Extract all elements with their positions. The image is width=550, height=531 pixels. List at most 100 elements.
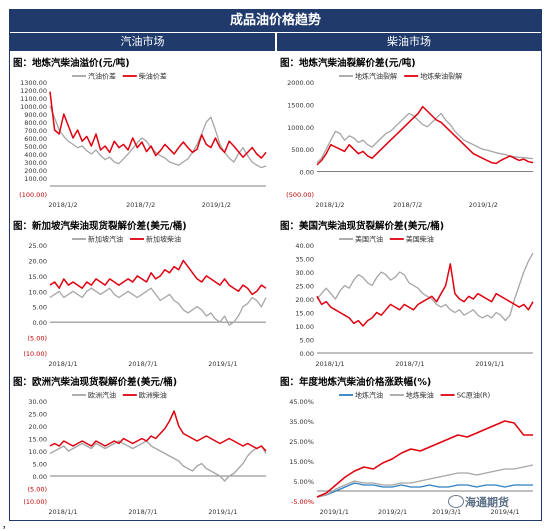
x-tick-label: 2019/4/1 — [490, 508, 519, 516]
chart-2-title: 图：地炼汽柴油裂解价差(元/吨) — [280, 58, 416, 69]
series-line-1 — [316, 112, 534, 164]
y-tick-label: 25.00 — [28, 242, 47, 250]
y-tick-label: -5.00% — [291, 498, 314, 506]
y-tick-label: 500.00 — [24, 143, 47, 151]
legend-label: SC原油(R) — [457, 391, 491, 400]
gasoline-section-header: 汽油市场 — [10, 33, 275, 51]
y-tick-label: (10.00) — [23, 350, 47, 358]
y-tick-label: (5.00) — [27, 486, 47, 494]
y-tick-label: 0.00 — [33, 473, 47, 481]
y-tick-label: 600.00 — [24, 135, 47, 143]
legend-label: 地炼柴油 — [406, 391, 434, 400]
y-tick-label: 500.00 — [291, 146, 314, 154]
y-tick-label: 1200.00 — [20, 87, 47, 95]
chart-6-title: 图：年度地炼汽柴油价格涨跌幅(%) — [280, 377, 432, 388]
chart-1: (100.00) 100.00200.00300.00400.00500.0060… — [19, 72, 267, 209]
series-line-1 — [49, 287, 267, 326]
y-tick-label: 100.00 — [24, 175, 47, 183]
y-tick-label: (100.00) — [19, 191, 47, 199]
x-tick-label: 2018/7/1 — [128, 508, 157, 516]
series-line-2 — [316, 464, 534, 498]
x-tick-label: 2019/1/2 — [469, 201, 498, 209]
y-tick-label: 1000.00 — [20, 103, 47, 111]
y-tick-label: 5.00% — [293, 478, 314, 486]
y-tick-label: (10.00) — [23, 498, 47, 506]
series-line-2 — [49, 91, 267, 159]
y-tick-label: 10.00 — [28, 448, 47, 456]
x-tick-label: 2018/1/1 — [315, 360, 344, 368]
x-tick-label: 2018/7/1 — [395, 360, 424, 368]
y-tick-label: 1500.00 — [287, 101, 314, 109]
y-tick-label: 10.00 — [295, 323, 314, 331]
y-tick-label: 20.00 — [28, 423, 47, 431]
y-tick-label: 5.00 — [33, 461, 47, 469]
chart-3: (10.00) (5.00) 0.00 5.00 10.00 15.00 20.00 25.0… — [23, 235, 267, 368]
watermark: 海通期货 — [465, 496, 509, 509]
page-title: 成品油价格趋势 — [10, 10, 541, 32]
diesel-section-header: 柴油市场 — [277, 33, 541, 51]
y-tick-label: 300.00 — [24, 159, 47, 167]
legend-label: 柴油价差 — [139, 72, 167, 81]
y-tick-label: 2000.00 — [287, 79, 314, 87]
footer-mark: ， — [2, 521, 12, 531]
x-tick-label: 2019/3/1 — [432, 508, 461, 516]
x-tick-label: 2019/1/1 — [320, 508, 349, 516]
chart-5: (10.00) (5.00) 0.00 5.00 10.00 15.00 20.00 25.0… — [23, 391, 267, 516]
wechat-icon — [448, 495, 464, 508]
legend-label: 汽油价差 — [88, 72, 116, 81]
y-tick-label: 1000.00 — [287, 124, 314, 132]
x-tick-label: 2018/1/1 — [48, 508, 77, 516]
chart-5-title: 图：欧洲汽柴油现货裂解价差(美元/桶) — [13, 377, 178, 388]
x-tick-label: 2019/1/1 — [208, 360, 237, 368]
x-tick-label: 2018/7/1 — [128, 360, 157, 368]
report-frame: 成品油价格趋势 汽油市场 柴油市场 图：地炼汽柴油溢价(元/吨) 图：地炼汽柴油… — [9, 9, 542, 521]
y-tick-label: 25.00 — [295, 283, 314, 291]
y-tick-label: 0.00 — [300, 169, 314, 177]
legend-label: 新加坡柴油 — [146, 235, 181, 244]
chart-4-title: 图：美国汽柴油现货裂解价差(美元/桶) — [280, 221, 445, 232]
y-tick-label: 10.00 — [28, 288, 47, 296]
y-tick-label: 20.00 — [28, 257, 47, 265]
y-tick-label: 30.00 — [28, 398, 47, 406]
y-tick-label: 5.00 — [300, 337, 314, 345]
y-tick-label: 30.00 — [295, 269, 314, 277]
legend-label: 欧洲柴油 — [139, 391, 167, 400]
y-tick-label: 5.00 — [33, 304, 47, 312]
x-tick-label: 2019/2/1 — [378, 508, 407, 516]
x-tick-label: 2018/7/2 — [393, 201, 422, 209]
y-tick-label: 700.00 — [24, 127, 47, 135]
x-tick-label: 2018/1/1 — [48, 360, 77, 368]
legend-label: 美国柴油 — [406, 235, 434, 244]
y-tick-label: 200.00 — [24, 167, 47, 175]
y-tick-label: 0.00 — [300, 350, 314, 358]
y-tick-label: 1300.00 — [20, 79, 47, 87]
chart-6: -5.00% 5.00% 15.00% 25.00% 35.00% 45.00% 2019/… — [289, 391, 534, 516]
series-line-2 — [49, 259, 267, 296]
x-tick-label: 2019/1/1 — [475, 360, 504, 368]
y-tick-label: 40.00 — [295, 242, 314, 250]
y-tick-label: 45.00% — [289, 398, 314, 406]
y-tick-label: 0.00 — [33, 319, 47, 327]
y-tick-label: 35.00 — [295, 256, 314, 264]
x-tick-label: 2018/1/2 — [48, 201, 77, 209]
legend-label: 欧洲汽油 — [88, 391, 116, 400]
y-tick-label: 35.00% — [289, 418, 314, 426]
series-line-1 — [316, 482, 533, 498]
chart-4: 0.00 5.00 10.00 15.00 20.00 25.00 30.00 35.00 40… — [295, 235, 534, 368]
chart-3-title: 图：新加坡汽柴油现货裂解价差(美元/桶) — [13, 221, 187, 232]
x-tick-label: 2018/7/2 — [126, 201, 155, 209]
y-tick-label: (500.00) — [286, 191, 314, 199]
y-tick-label: 15.00 — [28, 436, 47, 444]
series-line-1 — [49, 105, 267, 169]
series-line-2 — [316, 105, 534, 166]
y-tick-label: 900.00 — [24, 111, 47, 119]
y-tick-label: (5.00) — [27, 335, 47, 343]
series-line-3 — [316, 420, 533, 498]
legend-label: 美国汽油 — [355, 235, 383, 244]
chart-1-title: 图：地炼汽柴油溢价(元/吨) — [13, 58, 130, 69]
y-tick-label: 800.00 — [24, 119, 47, 127]
legend-label: 新加坡汽油 — [88, 235, 123, 244]
legend-label: 地炼柴油裂解 — [420, 72, 462, 81]
x-tick-label: 2019/1/1 — [208, 508, 237, 516]
series-line-2 — [316, 263, 534, 327]
